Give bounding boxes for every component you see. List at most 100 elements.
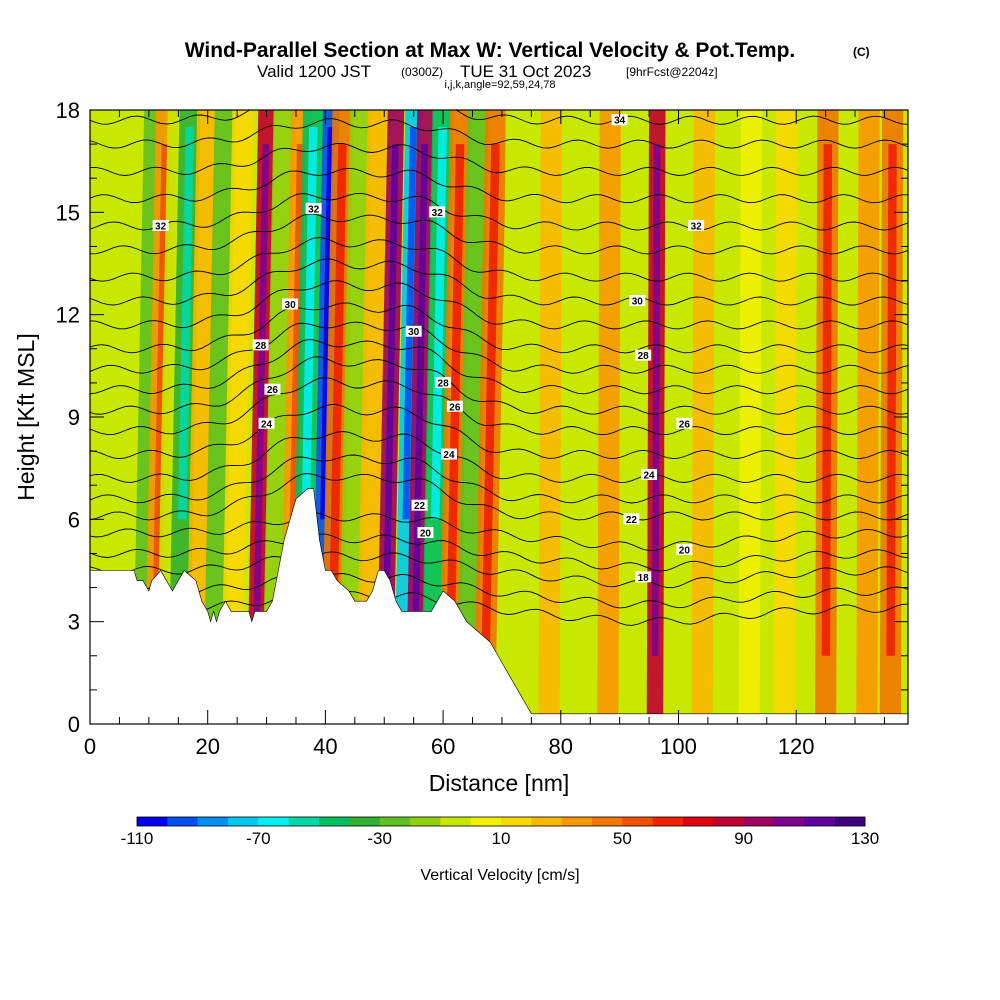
colorbar [136,816,866,827]
w-band-14 [355,110,389,724]
w-band-20 [456,110,489,724]
w-core-21 [481,144,500,656]
contour-label-5: 30 [285,300,297,311]
theta-contour-8 [90,403,908,460]
y-tick-label: 15 [56,200,80,225]
x-tick-label: 0 [84,734,96,759]
colorbar-tick-label: -110 [121,829,154,848]
colorbar-swatch-8 [379,817,411,826]
contour-label-2: 32 [308,204,320,215]
contour-label-19: 20 [420,528,432,539]
theta-contour-7 [90,431,908,483]
colorbar-swatch-1 [167,817,198,826]
w-band-13 [338,110,372,724]
contour-label-bg-3 [429,206,446,218]
contour-label-21: 18 [638,573,650,584]
theta-contour-4 [90,512,908,552]
colorbar-swatch-20 [743,817,775,826]
contour-label-17: 22 [414,501,426,512]
contour-label-11: 26 [267,385,279,396]
y-tick-label: 9 [68,405,80,430]
w-band-29 [773,110,798,724]
contour-label-4: 32 [691,221,703,232]
contour-label-10: 28 [638,351,650,362]
subtitle-valid: Valid 1200 JST [257,62,371,81]
colorbar-swatch-12 [501,817,532,826]
theta-contour-3 [90,533,908,572]
contour-label-bg-20 [676,544,693,556]
contour-label-13: 26 [679,419,691,430]
title-copyright-mark: (C) [853,45,870,59]
contour-label-7: 30 [632,297,644,308]
w-core-18 [431,127,448,520]
w-band-31 [856,110,880,724]
x-axis: 0 20 40 60 80 100 120 [84,110,885,759]
w-core-12 [328,144,347,656]
subtitle-utc: (0300Z) [401,65,443,79]
contour-label-3: 32 [432,208,444,219]
w-band-4 [185,110,219,724]
colorbar-swatch-17 [652,817,684,826]
theta-contour-1 [90,573,908,609]
contour-label-bg-6 [405,325,422,337]
y-axis-label: Height [Kft MSL] [13,333,39,500]
colorbar-tick-label: 90 [734,829,753,848]
w-core-16 [402,127,417,520]
contour-label-18: 22 [626,515,638,526]
subtitle-forecast: [9hrFcst@2204z] [626,65,718,79]
colorbar-swatch-13 [531,817,562,826]
contour-label-bg-21 [635,571,652,583]
colorbar-swatch-9 [410,817,441,826]
theta-contour-17 [90,213,908,255]
contour-label-16: 24 [644,470,656,481]
contour-label-bg-19 [417,526,434,538]
w-band-6 [220,110,254,724]
contour-label-bg-10 [635,349,652,361]
theta-contour-21 [90,118,908,149]
contour-label-bg-13 [676,417,693,429]
contour-label-14: 24 [261,419,273,430]
terrain-mask [90,488,908,724]
contour-label-8: 28 [255,341,267,352]
subtitle-indices: i,j,k,angle=92,59,24,78 [444,79,555,91]
x-tick-label: 120 [778,734,815,759]
colorbar-swatch-0 [137,817,168,826]
w-band-5 [202,110,236,724]
contour-labels: 34 32 32 32 32 30 30 30 28 28 28 26 26 26 24 24 24 22 22 20… [152,114,705,584]
theta-contour-16 [90,237,908,282]
contour-label-bg-9 [435,376,452,388]
colorbar-ticks: -110 -70 -30 10 50 90 130 [121,829,880,848]
contour-label-bg-12 [446,400,463,412]
theta-contour-9 [90,377,908,436]
x-tick-label: 80 [549,734,573,759]
y-tick-label: 18 [56,98,80,123]
w-band-28 [738,110,763,724]
theta-contour-15 [90,258,908,306]
contour-label-bg-17 [411,499,428,511]
contour-label-bg-18 [623,513,640,525]
contour-label-12: 26 [449,402,461,413]
theta-contour-11 [90,339,908,395]
theta-contour-19 [90,167,908,204]
colorbar-swatch-19 [713,817,744,826]
w-band-8 [261,110,295,724]
colorbar-tick-label: 50 [613,829,632,848]
colorbar-swatch-6 [319,817,350,826]
contour-label-1: 32 [155,221,167,232]
y-tick-label: 0 [68,712,80,737]
contour-label-0: 34 [614,116,626,127]
y-tick-label: 12 [56,303,80,328]
contour-label-15: 24 [443,450,455,461]
contour-label-bg-16 [641,468,658,480]
w-core-26 [651,144,661,656]
colorbar-swatch-18 [683,817,714,826]
theta-contour-13 [90,302,908,354]
colorbar-swatch-14 [561,817,593,826]
colorbar-swatch-4 [258,817,289,826]
theta-contour-12 [90,321,908,374]
x-tick-label: 60 [431,734,455,759]
colorbar-swatch-5 [288,817,320,826]
subtitle-date: TUE 31 Oct 2023 [460,62,591,81]
w-core-17 [411,144,429,656]
